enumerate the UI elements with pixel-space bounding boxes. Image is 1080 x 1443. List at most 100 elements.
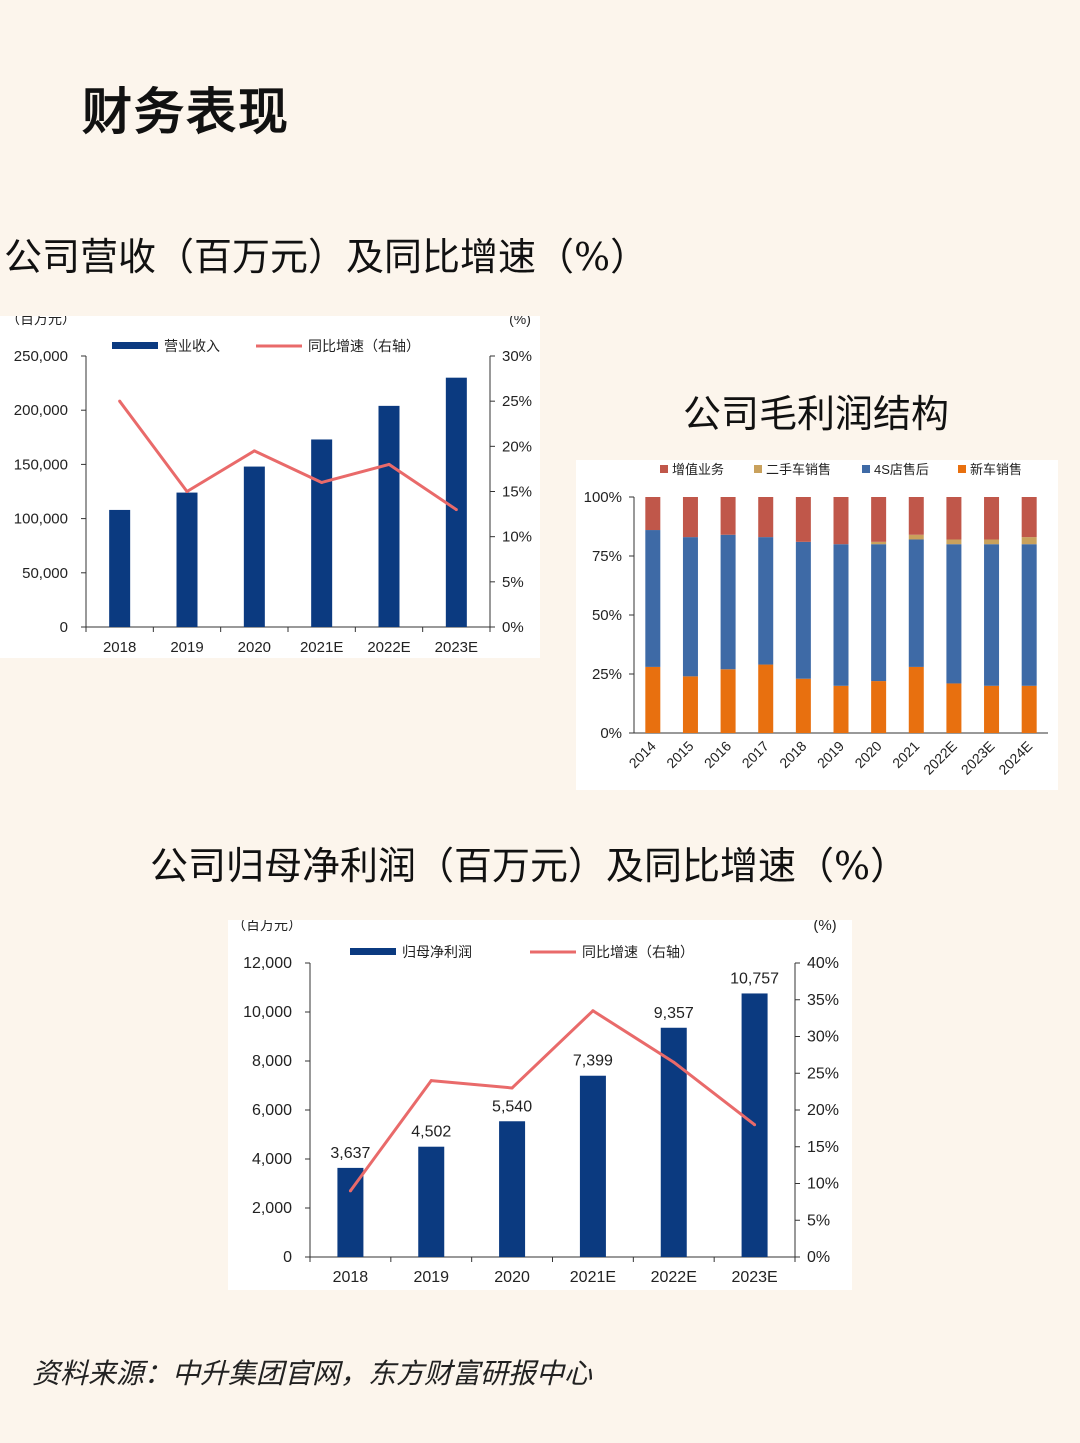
bar-2023E xyxy=(445,377,467,627)
x-tick-label: 2018 xyxy=(776,738,809,771)
net-profit-chart-panel: 0 2,000 4,000 6,000 8,000 10,000 12,000 0% 5% 10%… xyxy=(228,920,852,1290)
bar-data-label: 7,399 xyxy=(573,1053,613,1070)
segment-2021-增值业务 xyxy=(908,497,924,535)
segment-2016-4S店售后 xyxy=(720,534,736,670)
x-tick-label: 2024E xyxy=(995,738,1035,778)
bar-2019 xyxy=(418,1146,445,1257)
growth-line xyxy=(349,1009,756,1192)
x-tick-label: 2022E xyxy=(920,738,960,778)
segment-2020-4S店售后 xyxy=(871,544,887,682)
bar-2019 xyxy=(176,492,198,627)
segment-2017-增值业务 xyxy=(758,497,774,538)
right-tick-label: 0% xyxy=(807,1249,830,1266)
x-tick-label: 2021E xyxy=(300,639,343,656)
x-tick-label: 2018 xyxy=(103,639,136,656)
segment-2015-增值业务 xyxy=(682,497,698,538)
legend-label-二手车销售: 二手车销售 xyxy=(766,462,831,477)
x-tick-label: 2022E xyxy=(367,639,410,656)
right-unit-label: (%) xyxy=(509,316,531,327)
growth-point-2023E xyxy=(454,508,458,512)
legend-bar-swatch xyxy=(112,342,158,349)
segment-2020-二手车销售 xyxy=(871,541,887,545)
bar-2020 xyxy=(243,466,265,627)
y-tick-label: 100% xyxy=(584,489,622,506)
right-tick-label: 10% xyxy=(502,529,532,546)
gross-profit-section-title: 公司毛利润结构 xyxy=(683,392,950,436)
right-tick-label: 5% xyxy=(807,1212,830,1229)
legend-line-label: 同比增速（右轴） xyxy=(308,338,420,354)
revenue-chart: 0 50,000 100,000 150,000 200,000 250,000 0% 5% 1… xyxy=(6,316,532,656)
segment-2015-新车销售 xyxy=(682,676,698,733)
left-tick-label: 10,000 xyxy=(243,1004,292,1021)
x-tick-label: 2016 xyxy=(701,738,734,771)
segment-2021-新车销售 xyxy=(908,666,924,733)
x-tick-label: 2023E xyxy=(731,1269,777,1286)
net-profit-chart: 0 2,000 4,000 6,000 8,000 10,000 12,000 0% 5% 10%… xyxy=(232,920,839,1286)
segment-2022E-增值业务 xyxy=(946,497,962,540)
segment-2023E-新车销售 xyxy=(984,685,1000,733)
left-tick-label: 50,000 xyxy=(22,565,68,582)
x-tick-label: 2018 xyxy=(333,1269,369,1286)
segment-2014-增值业务 xyxy=(645,497,661,531)
growth-point-2021E xyxy=(320,480,324,484)
legend-label-4S店售后: 4S店售后 xyxy=(874,462,929,477)
legend-line-label: 同比增速（右轴） xyxy=(582,944,694,960)
segment-2018-增值业务 xyxy=(795,497,811,542)
right-tick-label: 35% xyxy=(807,992,839,1009)
growth-point-2020 xyxy=(252,449,256,453)
legend-bar-label: 归母净利润 xyxy=(402,944,472,960)
growth-point-2021E xyxy=(591,1009,595,1013)
x-tick-label: 2019 xyxy=(814,738,847,771)
y-tick-label: 25% xyxy=(592,666,622,683)
bar-data-label: 5,540 xyxy=(492,1098,532,1115)
x-tick-label: 2020 xyxy=(238,639,271,656)
left-tick-label: 2,000 xyxy=(252,1200,292,1217)
bar-2020 xyxy=(499,1121,526,1257)
growth-point-2020 xyxy=(510,1086,514,1090)
right-tick-label: 40% xyxy=(807,955,839,972)
segment-2024E-新车销售 xyxy=(1021,685,1037,733)
left-tick-label: 250,000 xyxy=(14,348,68,365)
segment-2018-4S店售后 xyxy=(795,541,811,679)
right-tick-label: 0% xyxy=(502,619,524,636)
legend-swatch-4S店售后 xyxy=(862,465,870,473)
left-tick-label: 150,000 xyxy=(14,456,68,473)
gross-profit-chart-panel: 0% 25% 50% 75% 100% 2014 2015 2016 2017 2018 2019 2… xyxy=(576,460,1058,790)
revenue-section-title: 公司营收（百万元）及同比增速（%） xyxy=(4,235,649,279)
left-tick-label: 0 xyxy=(60,619,68,636)
bar-2021E xyxy=(311,439,333,627)
gross-profit-chart: 0%25%50%75%100%2014 2015 2016 2017 2018 2019 2… xyxy=(584,462,1048,778)
y-tick-label: 50% xyxy=(592,607,622,624)
growth-point-2019 xyxy=(185,490,189,493)
segment-2023E-二手车销售 xyxy=(984,539,1000,545)
right-tick-label: 15% xyxy=(502,484,532,501)
growth-point-2022E xyxy=(672,1060,676,1064)
x-tick-label: 2023E xyxy=(435,639,478,656)
segment-2015-4S店售后 xyxy=(682,537,698,677)
right-tick-label: 20% xyxy=(807,1102,839,1119)
segment-2019-增值业务 xyxy=(833,497,849,545)
bar-2022E xyxy=(660,1027,687,1257)
right-tick-label: 20% xyxy=(502,438,532,455)
segment-2021-二手车销售 xyxy=(908,534,924,540)
right-tick-label: 5% xyxy=(502,574,524,591)
segment-2017-4S店售后 xyxy=(758,537,774,665)
net-profit-section-title: 公司归母净利润（百万元）及同比增速（%） xyxy=(150,844,909,888)
growth-line xyxy=(118,400,458,511)
y-tick-label: 75% xyxy=(592,548,622,565)
legend-bar-swatch xyxy=(350,948,396,955)
segment-2020-新车销售 xyxy=(871,681,887,733)
bar-data-label: 10,757 xyxy=(730,970,779,987)
segment-2018-新车销售 xyxy=(795,678,811,733)
legend-label-新车销售: 新车销售 xyxy=(970,462,1022,477)
segment-2016-增值业务 xyxy=(720,497,736,535)
growth-point-2022E xyxy=(387,462,391,466)
segment-2024E-二手车销售 xyxy=(1021,537,1037,545)
bar-2018 xyxy=(337,1167,364,1257)
growth-point-2018 xyxy=(118,399,122,403)
left-unit-label: （百万元） xyxy=(232,920,302,933)
right-tick-label: 10% xyxy=(807,1176,839,1193)
left-tick-label: 6,000 xyxy=(252,1102,292,1119)
segment-2014-新车销售 xyxy=(645,666,661,733)
x-tick-label: 2019 xyxy=(170,639,203,656)
